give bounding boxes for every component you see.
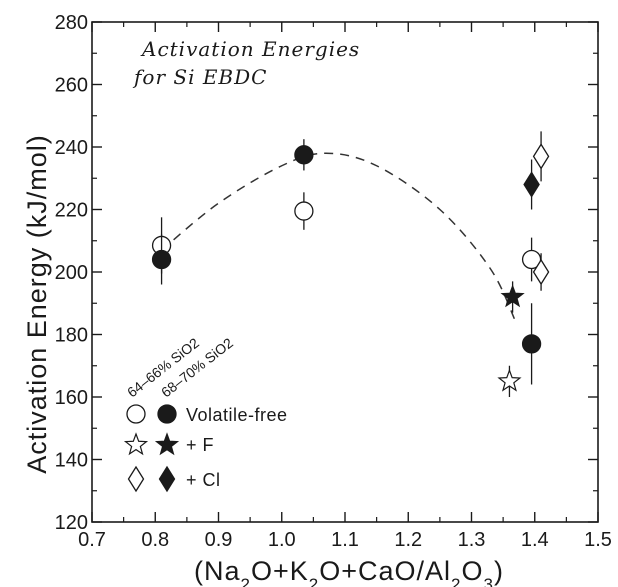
- trend-curve: [161, 152, 517, 323]
- data-point-open-circle: [294, 201, 314, 221]
- legend-label-cl: + Cl: [186, 470, 221, 490]
- data-point-filled-circle: [151, 249, 172, 270]
- y-tick-label: 180: [55, 325, 88, 347]
- data-point-open-diamond: [532, 143, 550, 170]
- x-tick-label: 1.1: [331, 529, 359, 551]
- x-tick-label: 1.0: [268, 529, 296, 551]
- legend-marker-filled-diamond: [158, 465, 176, 493]
- data-point-filled-diamond: [523, 171, 540, 198]
- y-tick-label: 280: [55, 12, 88, 34]
- data-point-open-diamond: [532, 258, 550, 286]
- y-tick-label: 200: [55, 262, 88, 284]
- y-tick-label: 120: [55, 512, 88, 534]
- y-tick-label: 220: [55, 200, 88, 222]
- legend-marker-open-circle: [126, 404, 146, 424]
- data-point-filled-circle: [294, 145, 314, 165]
- x-tick-label: 1.3: [458, 529, 486, 551]
- x-tick-label: 1.5: [584, 529, 612, 551]
- plot-frame: [91, 21, 599, 523]
- legend-label-volatile-free: Volatile-free: [186, 405, 288, 425]
- x-tick-label: 1.4: [521, 529, 549, 551]
- data-point-filled-star: [500, 284, 525, 308]
- x-tick-label: 1.2: [394, 529, 422, 551]
- x-tick-label: 0.9: [205, 529, 233, 551]
- y-tick-label: 260: [55, 75, 88, 97]
- y-tick-label: 240: [55, 137, 88, 159]
- x-axis-label: (Na2O+K2O+CaO/Al2O3): [194, 556, 504, 587]
- data-point-filled-circle: [521, 334, 542, 354]
- x-tick-label: 0.7: [78, 529, 106, 551]
- y-axis-label: Activation Energy (kJ/mol): [22, 134, 52, 474]
- data-point-open-star: [497, 368, 522, 392]
- legend-marker-filled-star: [154, 432, 180, 456]
- legend-label-f: + F: [186, 435, 214, 455]
- x-tick-label: 0.8: [141, 529, 169, 551]
- chart-title-line-1: Activation Energies: [140, 37, 360, 61]
- y-tick-label: 140: [55, 450, 88, 472]
- legend-marker-open-star: [123, 432, 149, 456]
- legend-marker-open-diamond: [127, 465, 145, 493]
- chart-title-line-2: for Si EBDC: [132, 65, 267, 89]
- legend-marker-filled-circle: [157, 404, 177, 424]
- y-tick-label: 160: [55, 387, 88, 409]
